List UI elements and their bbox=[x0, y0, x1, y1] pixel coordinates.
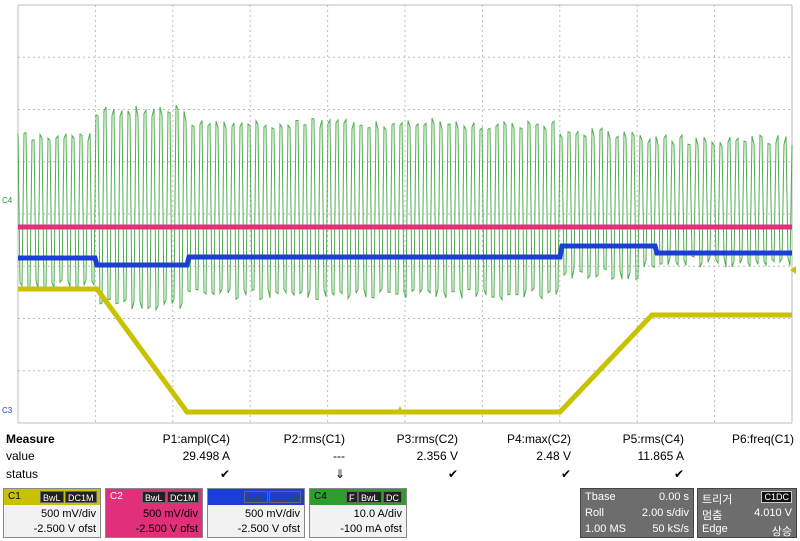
timebase-rate: 50 kS/s bbox=[652, 523, 689, 535]
trigger-level: 4.010 V bbox=[754, 507, 792, 519]
param-status-p2: ⇓ bbox=[225, 467, 345, 481]
c3-marker: C3 bbox=[2, 406, 12, 415]
channel-tag-filter: F bbox=[346, 491, 358, 503]
channel-num-c2: C2 bbox=[108, 490, 130, 504]
channel-header-c1: C1 BwL DC1M bbox=[4, 489, 100, 505]
param-status-p4: ✔ bbox=[451, 467, 571, 481]
channel-box-c2[interactable]: C2 BwL DC1M 500 mV/div -2.500 V ofst bbox=[105, 488, 203, 538]
measure-label: Measure bbox=[6, 432, 55, 446]
channel-vdiv-c2: 500 mV/div bbox=[143, 508, 198, 520]
waveform-grid[interactable] bbox=[0, 0, 800, 430]
channel-offset-c3: -2.500 V ofst bbox=[238, 523, 300, 535]
channel-header-c3: C3 BwL DC1M bbox=[208, 489, 304, 505]
param-name-p1[interactable]: P1:ampl(C4) bbox=[110, 432, 230, 446]
channel-tag-coupling: DC bbox=[383, 491, 402, 503]
param-name-p6[interactable]: P6:freq(C1) bbox=[674, 432, 794, 446]
param-value-p5: 11.865 A bbox=[564, 449, 684, 463]
param-status-p1: ✔ bbox=[110, 467, 230, 481]
channel-header-c2: C2 BwL DC1M bbox=[106, 489, 202, 505]
bottom-status-bar: C1 BwL DC1M 500 mV/div -2.500 V ofst C2 … bbox=[0, 486, 800, 541]
timebase-memory: 1.00 MS bbox=[585, 523, 626, 535]
param-name-p3[interactable]: P3:rms(C2) bbox=[338, 432, 458, 446]
timebase-mode: Roll bbox=[585, 507, 604, 519]
channel-offset-c1: -2.500 V ofst bbox=[34, 523, 96, 535]
channel-tag-bwl: BwL bbox=[358, 491, 382, 503]
channel-box-c3[interactable]: C3 BwL DC1M 500 mV/div -2.500 V ofst bbox=[207, 488, 305, 538]
trigger-type: Edge bbox=[702, 523, 728, 535]
measure-header-row: Measure P1:ampl(C4) P2:rms(C1) P3:rms(C2… bbox=[0, 432, 800, 448]
status-label: status bbox=[6, 467, 38, 481]
param-value-p3: 2.356 V bbox=[338, 449, 458, 463]
trigger-box[interactable]: 트리거 C1DC 멈춤 4.010 V Edge 상승 bbox=[697, 488, 797, 538]
channel-tag-bwl: BwL bbox=[244, 491, 268, 503]
param-value-p1: 29.498 A bbox=[110, 449, 230, 463]
channel-tag-coupling: DC1M bbox=[269, 491, 301, 503]
measure-table: Measure P1:ampl(C4) P2:rms(C1) P3:rms(C2… bbox=[0, 430, 800, 486]
param-name-p5[interactable]: P5:rms(C4) bbox=[564, 432, 684, 446]
param-status-p5: ✔ bbox=[564, 467, 684, 481]
channel-num-c4: C4 bbox=[312, 490, 334, 504]
channel-box-c1[interactable]: C1 BwL DC1M 500 mV/div -2.500 V ofst bbox=[3, 488, 101, 538]
channel-vdiv-c3: 500 mV/div bbox=[245, 508, 300, 520]
value-label: value bbox=[6, 449, 35, 463]
trigger-state: 멈춤 bbox=[702, 507, 722, 523]
channel-box-c4[interactable]: C4 F BwL DC 10.0 A/div -100 mA ofst bbox=[309, 488, 407, 538]
channel-num-c3: C3 bbox=[210, 490, 232, 504]
channel-header-c4: C4 F BwL DC bbox=[310, 489, 406, 505]
channel-tag-bwl: BwL bbox=[142, 491, 166, 503]
param-name-p4[interactable]: P4:max(C2) bbox=[451, 432, 571, 446]
channel-vdiv-c4: 10.0 A/div bbox=[354, 508, 402, 520]
channel-tag-coupling: DC1M bbox=[65, 491, 97, 503]
timebase-offset: 0.00 s bbox=[659, 491, 689, 503]
trigger-level-marker bbox=[790, 266, 796, 274]
scope-display[interactable]: C4 C3 bbox=[0, 0, 800, 430]
c4-marker: C4 bbox=[2, 196, 12, 205]
param-value-p2: --- bbox=[225, 449, 345, 463]
channel-tag-coupling: DC1M bbox=[167, 491, 199, 503]
param-status-p3: ✔ bbox=[338, 467, 458, 481]
trigger-source-tag: C1DC bbox=[761, 491, 792, 503]
trigger-label: 트리거 bbox=[702, 491, 732, 507]
measure-value-row: value 29.498 A --- 2.356 V 2.48 V 11.865… bbox=[0, 449, 800, 465]
channel-num-c1: C1 bbox=[6, 490, 28, 504]
timebase-tdiv: 2.00 s/div bbox=[642, 507, 689, 519]
param-name-p2[interactable]: P2:rms(C1) bbox=[225, 432, 345, 446]
param-value-p4: 2.48 V bbox=[451, 449, 571, 463]
channel-vdiv-c1: 500 mV/div bbox=[41, 508, 96, 520]
channel-tag-bwl: BwL bbox=[40, 491, 64, 503]
channel-offset-c2: -2.500 V ofst bbox=[136, 523, 198, 535]
trigger-slope: 상승 bbox=[772, 523, 792, 539]
timebase-label: Tbase bbox=[585, 491, 616, 503]
channel-offset-c4: -100 mA ofst bbox=[340, 523, 402, 535]
measure-status-row: status ✔ ⇓ ✔ ✔ ✔ bbox=[0, 467, 800, 483]
timebase-box[interactable]: Tbase 0.00 s Roll 2.00 s/div 1.00 MS 50 … bbox=[580, 488, 694, 538]
